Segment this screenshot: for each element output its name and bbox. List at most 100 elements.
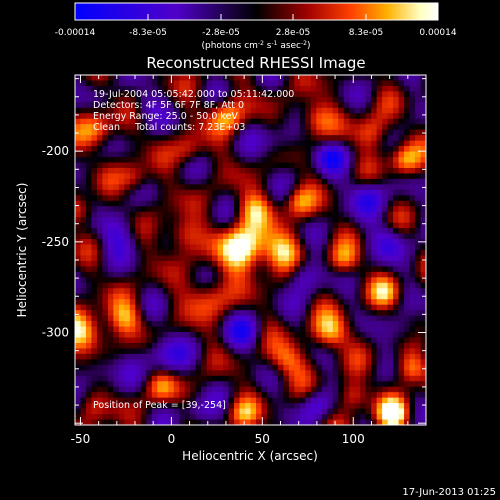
heatmap-cell: [321, 255, 328, 262]
heatmap-cell: [80, 414, 87, 420]
heatmap-cell: [305, 403, 312, 409]
heatmap-cell: [228, 321, 235, 327]
heatmap-cell: [85, 178, 92, 185]
heatmap-cell: [223, 102, 229, 109]
heatmap-cell: [277, 321, 284, 327]
heatmap-cell: [140, 239, 147, 245]
heatmap-cell: [212, 315, 218, 322]
heatmap-cell: [140, 107, 147, 114]
heatmap-cell: [283, 419, 290, 426]
heatmap-cell: [310, 91, 317, 98]
heatmap-cell: [190, 140, 197, 147]
heatmap-cell: [118, 408, 125, 415]
heatmap-cell: [294, 250, 301, 256]
heatmap-cell: [349, 403, 356, 409]
heatmap-cell: [272, 353, 279, 360]
heatmap-cell: [332, 337, 339, 344]
heatmap-cell: [349, 217, 356, 224]
heatmap-cell: [393, 250, 399, 256]
heatmap-cell: [409, 151, 416, 158]
heatmap-cell: [80, 80, 87, 87]
heatmap-cell: [261, 217, 268, 224]
heatmap-cell: [332, 178, 339, 185]
heatmap-cell: [228, 342, 235, 349]
heatmap-cell: [393, 408, 399, 415]
heatmap-cell: [140, 195, 147, 202]
heatmap-cell: [124, 167, 131, 174]
heatmap-cell: [184, 75, 191, 81]
heatmap-cell: [179, 326, 186, 333]
heatmap-cell: [382, 124, 389, 131]
heatmap-cell: [332, 408, 339, 415]
heatmap-cell: [305, 397, 312, 404]
heatmap-cell: [310, 85, 317, 92]
heatmap-cell: [387, 146, 394, 152]
heatmap-cell: [343, 140, 350, 147]
heatmap-cell: [327, 375, 334, 382]
heatmap-cell: [173, 244, 180, 251]
heatmap-cell: [354, 184, 361, 191]
heatmap-cell: [409, 419, 416, 426]
heatmap-cell: [179, 299, 186, 306]
heatmap-cell: [135, 392, 142, 399]
heatmap-cell: [184, 370, 191, 377]
heatmap-cell: [387, 113, 394, 120]
heatmap-cell: [190, 222, 197, 229]
heatmap-cell: [113, 85, 120, 92]
heatmap-cell: [398, 348, 405, 355]
heatmap-cell: [118, 167, 125, 174]
heatmap-cell: [80, 310, 87, 317]
heatmap-cell: [332, 348, 339, 355]
heatmap-cell: [85, 386, 92, 393]
heatmap-cell: [266, 239, 273, 245]
heatmap-cell: [75, 189, 81, 196]
heatmap-cell: [415, 271, 421, 278]
heatmap-cell: [206, 332, 213, 338]
heatmap-cell: [239, 381, 246, 388]
heatmap-cell: [129, 282, 136, 289]
heatmap-cell: [129, 386, 136, 393]
heatmap-cell: [283, 124, 290, 131]
heatmap-cell: [404, 277, 410, 284]
heatmap-cell: [409, 348, 416, 355]
heatmap-cell: [288, 266, 295, 273]
heatmap-cell: [195, 321, 202, 327]
heatmap-cell: [151, 129, 158, 136]
heatmap-cell: [272, 386, 279, 393]
heatmap-cell: [173, 157, 180, 163]
heatmap-cell: [146, 414, 153, 420]
heatmap-cell: [173, 239, 180, 245]
heatmap-cell: [332, 266, 339, 273]
heatmap-cell: [234, 200, 240, 207]
heatmap-cell: [332, 162, 339, 169]
heatmap-cell: [113, 129, 120, 136]
heatmap-cell: [316, 80, 323, 87]
heatmap-cell: [283, 173, 290, 180]
heatmap-cell: [387, 91, 394, 98]
heatmap-cell: [299, 310, 306, 317]
heatmap-cell: [338, 244, 345, 251]
heatmap-cell: [272, 217, 279, 224]
heatmap-cell: [404, 299, 410, 306]
heatmap-cell: [321, 353, 328, 360]
heatmap-cell: [140, 375, 147, 382]
heatmap-cell: [102, 211, 109, 218]
heatmap-cell: [288, 403, 295, 409]
heatmap-cell: [365, 91, 372, 98]
heatmap-cell: [321, 310, 328, 317]
heatmap-cell: [299, 370, 306, 377]
heatmap-cell: [162, 211, 169, 218]
heatmap-cell: [332, 157, 339, 163]
heatmap-cell: [288, 386, 295, 393]
heatmap-cell: [371, 113, 378, 120]
heatmap-cell: [173, 217, 180, 224]
heatmap-cell: [228, 200, 235, 207]
heatmap-cell: [277, 392, 284, 399]
heatmap-cell: [80, 173, 87, 180]
heatmap-cell: [168, 326, 175, 333]
heatmap-cell: [332, 321, 339, 327]
heatmap-cell: [327, 140, 334, 147]
heatmap-cell: [184, 277, 191, 284]
heatmap-cell: [261, 315, 268, 322]
heatmap-cell: [85, 293, 92, 300]
